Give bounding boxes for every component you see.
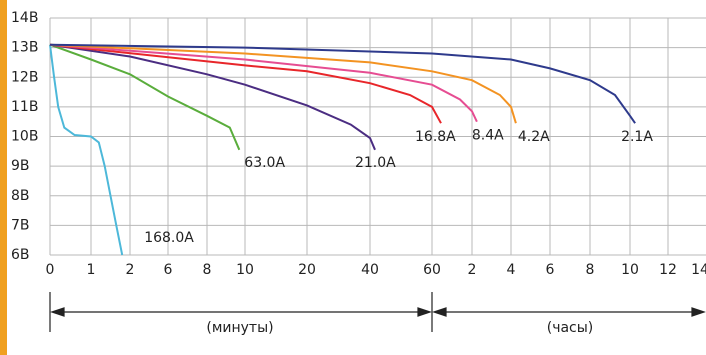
x-tick-label: 10 [236, 262, 254, 278]
y-tick-label: 12В [11, 69, 38, 85]
side-bar [0, 0, 7, 355]
x-tick-label: 14 [691, 262, 706, 278]
x-tick-label: 4 [507, 262, 516, 278]
y-tick-label: 7В [11, 217, 30, 233]
y-tick-label: 10В [11, 129, 38, 145]
y-tick-label: 13В [11, 40, 38, 56]
x-tick-label: 12 [659, 262, 677, 278]
x-tick-label: 20 [298, 262, 316, 278]
x-tick-label: 6 [164, 262, 173, 278]
x-tick-label: 40 [361, 262, 379, 278]
y-tick-label: 14В [11, 10, 38, 26]
line-series [49, 44, 124, 256]
line-series [49, 43, 517, 124]
x-tick-label: 10 [621, 262, 639, 278]
x-tick-label: 8 [586, 262, 595, 278]
line-series [49, 43, 478, 123]
series-label: 4.2A [518, 129, 550, 145]
series-label: 2.1A [621, 129, 653, 145]
series-label: 63.0A [244, 155, 285, 171]
series-label: 21.0A [355, 155, 396, 171]
line-series [49, 43, 442, 124]
y-tick-label: 9В [11, 158, 30, 174]
annotation: (минуты) [206, 320, 273, 336]
range-arrows [49, 292, 706, 332]
y-tick-label: 11В [11, 99, 38, 115]
x-tick-label: 6 [546, 262, 555, 278]
y-tick-label: 8В [11, 188, 30, 204]
x-tick-label: 2 [126, 262, 135, 278]
series-label: 168.0A [144, 230, 194, 246]
line-series [49, 43, 241, 151]
annotation: (часы) [547, 320, 594, 336]
series-label: 8.4A [472, 128, 504, 144]
line-series [49, 43, 636, 124]
x-tick-label: 0 [46, 262, 55, 278]
x-tick-label: 60 [423, 262, 441, 278]
series-label: 16.8A [415, 129, 456, 145]
x-tick-label: 8 [203, 262, 212, 278]
x-tick-label: 1 [87, 262, 96, 278]
y-tick-label: 6В [11, 247, 30, 263]
x-tick-label: 2 [468, 262, 477, 278]
line-series [49, 43, 376, 151]
